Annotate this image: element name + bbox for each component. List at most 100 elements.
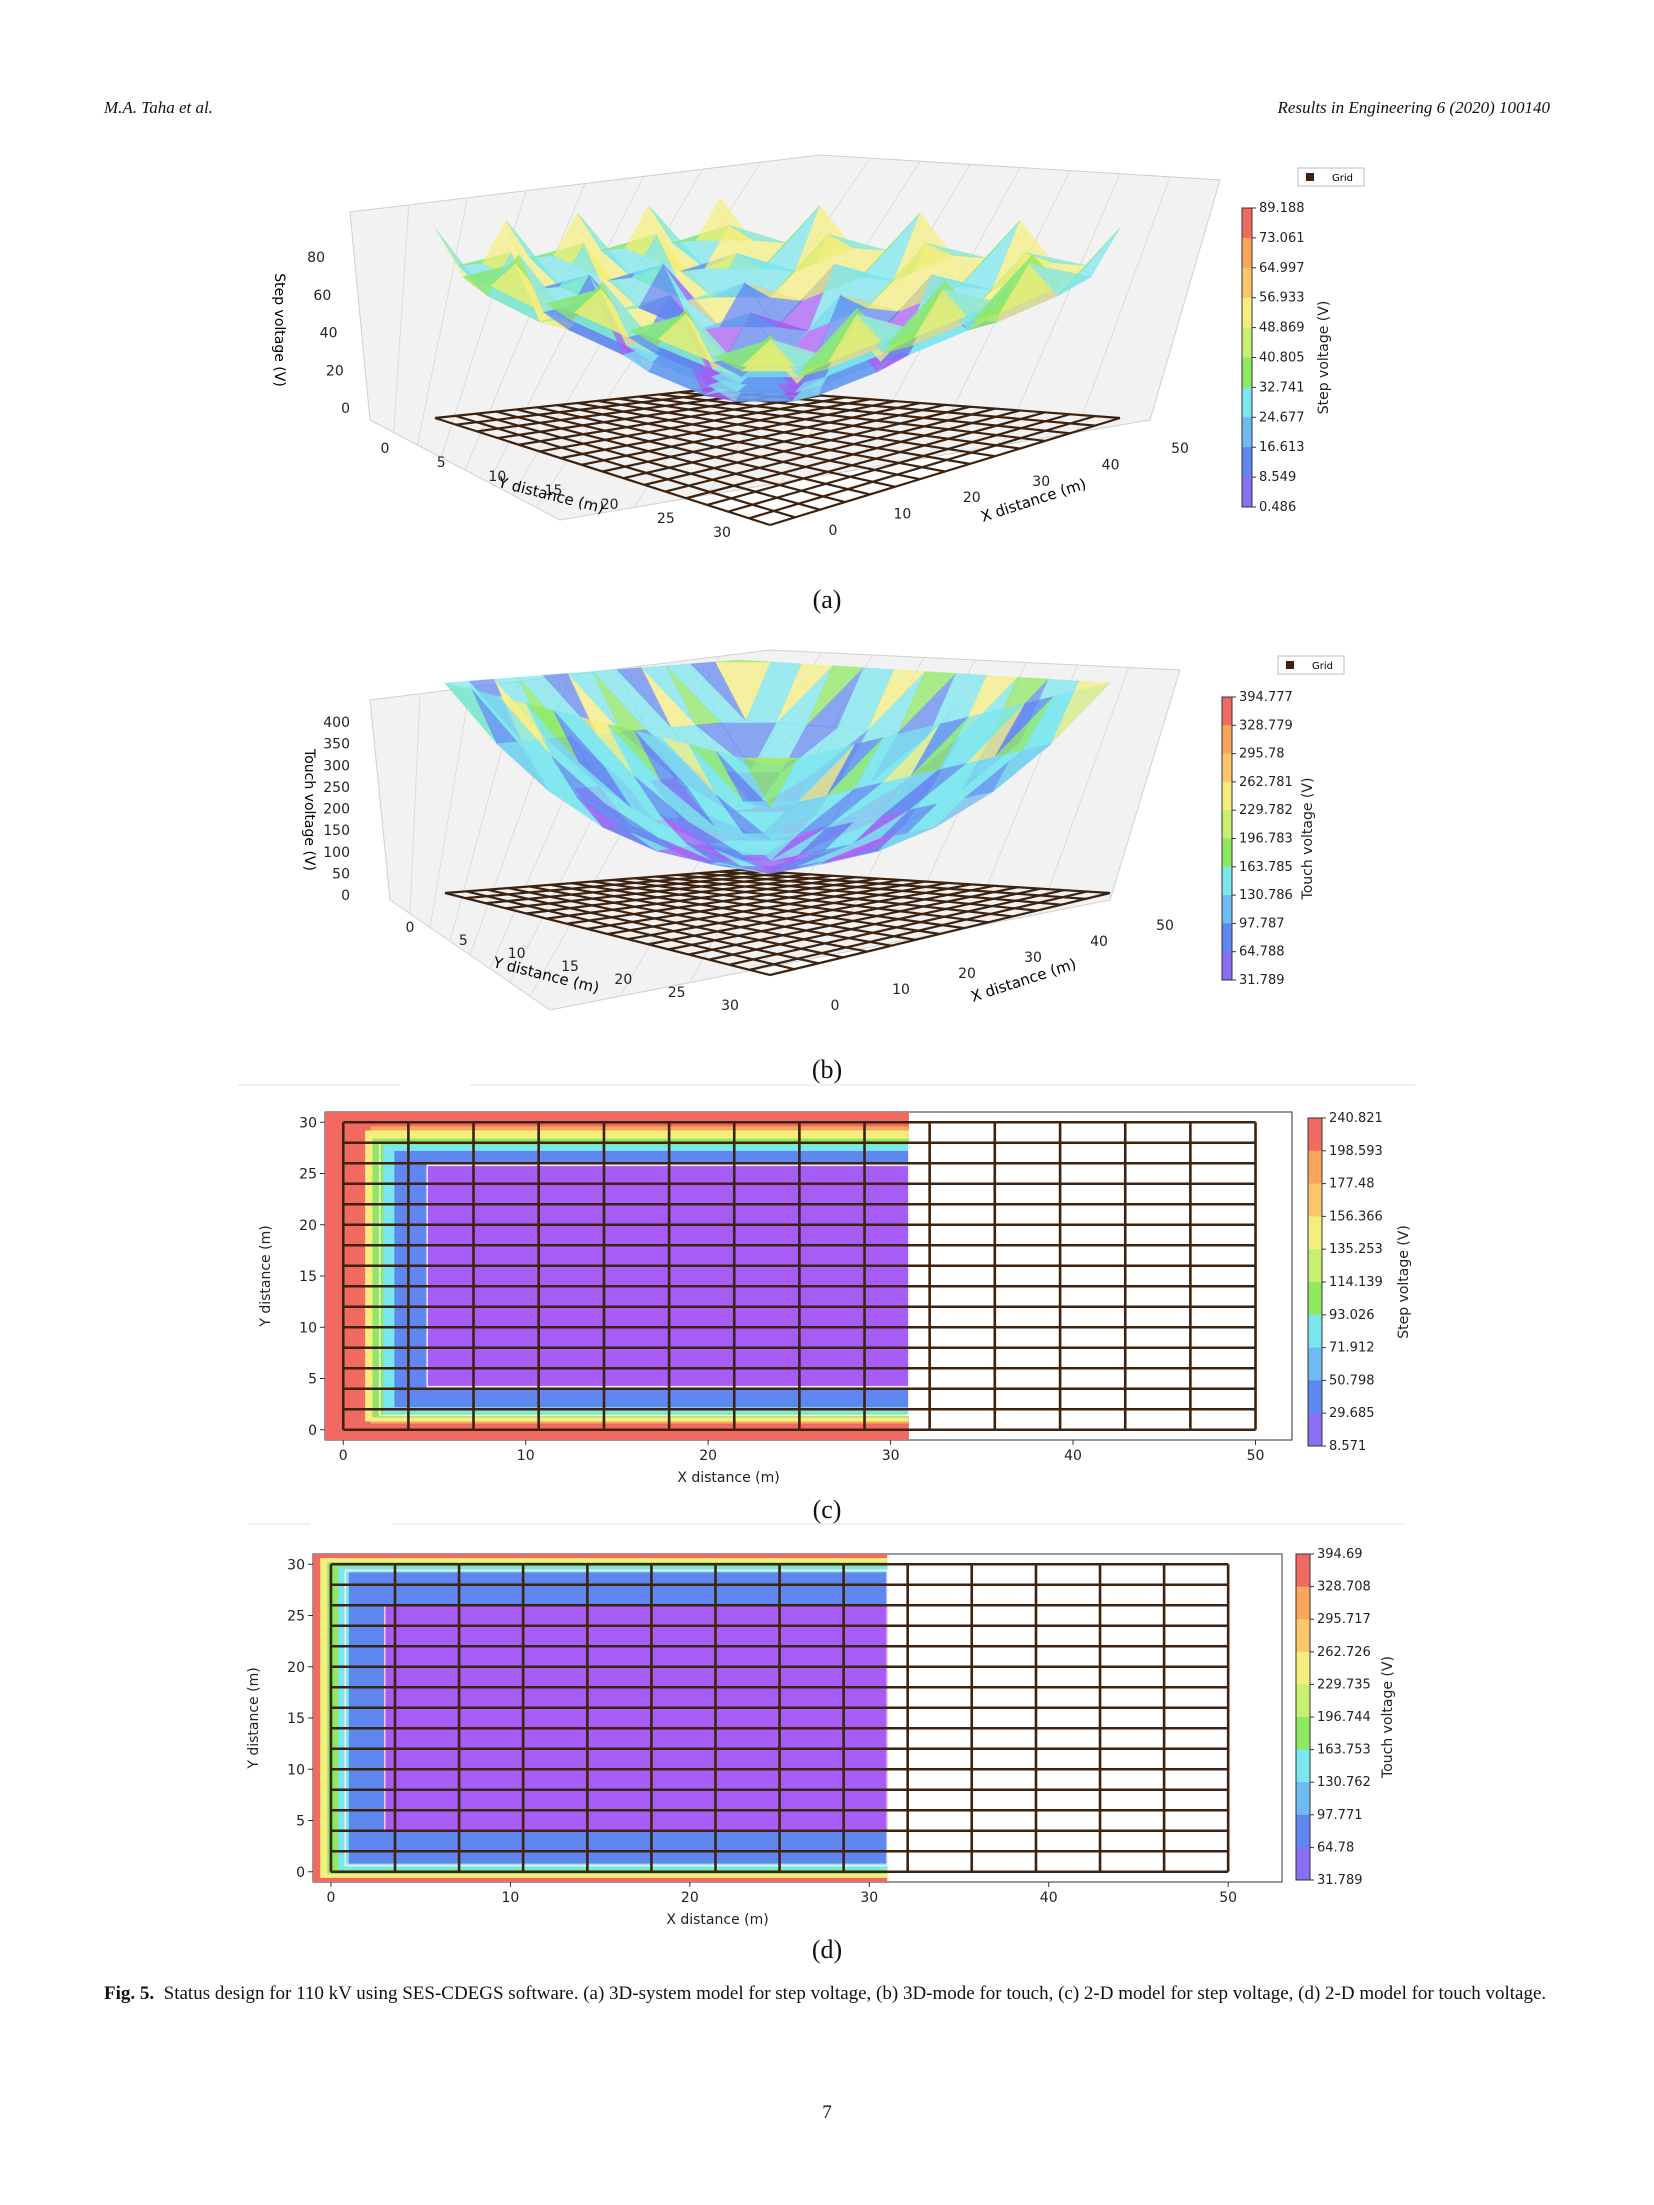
colorbar-segment [1242, 208, 1252, 239]
grid-conductor [516, 408, 871, 496]
surface-facet [852, 809, 911, 845]
grid-conductor [536, 406, 896, 488]
z-tick-label: 300 [323, 758, 350, 774]
colorbar: 394.69 328.708 295.717 262.726 229.735 196.74… [1295, 1547, 1396, 1888]
surface-facet [882, 723, 942, 783]
colorbar-tick-label: 32.741 [1259, 380, 1305, 395]
contour-bands [325, 1112, 910, 1440]
x-tick-label: 50 [1219, 1890, 1237, 1906]
surface-facet [687, 821, 744, 856]
ground-grid-2d [329, 1562, 1230, 1874]
colorbar-tick-label: 295.717 [1317, 1612, 1371, 1627]
grid-conductor [697, 872, 1062, 906]
y-tick-label: 25 [668, 985, 686, 1001]
colorbar-tick-label: 8.571 [1329, 1439, 1366, 1454]
grid-conductor [444, 891, 771, 977]
y-tick-label: 20 [601, 497, 619, 513]
colorbar-segment [1296, 1651, 1310, 1685]
y-tick-label: 10 [287, 1762, 305, 1778]
x-axis-label: X distance (m) [677, 1470, 779, 1486]
ground-grid-3d [444, 868, 1111, 977]
colorbar-segment [1296, 1586, 1310, 1620]
grid-conductor [550, 883, 892, 947]
colorbar-segment [1296, 1554, 1310, 1588]
grid-conductor [434, 416, 771, 527]
colorbar-tick-label: 8.549 [1259, 470, 1296, 485]
colorbar-tick-label: 31.789 [1317, 1873, 1363, 1888]
colorbar-tick-label: 130.786 [1239, 888, 1293, 903]
colorbar-segment [1222, 923, 1232, 953]
surface-facet [761, 205, 821, 269]
surface-facet [928, 672, 988, 735]
surface-facet [728, 224, 787, 244]
colorbar-tick-label: 89.188 [1259, 201, 1305, 216]
surface-facet [881, 768, 940, 816]
colorbar-tick-label: 24.677 [1259, 410, 1305, 425]
colorbar-segment [1308, 1249, 1322, 1283]
colorbar-tick-label: 394.777 [1239, 690, 1293, 705]
x-tick-label: 0 [831, 998, 840, 1014]
colorbar-segment [1242, 357, 1252, 388]
colorbar-segment [1222, 838, 1232, 868]
x-tick-label: 20 [958, 966, 976, 982]
surface-facet [823, 837, 881, 862]
x-tick-label: 40 [1040, 1890, 1058, 1906]
y-tick-label: 30 [299, 1115, 317, 1131]
legend-box: Grid [1297, 167, 1365, 187]
z-tick-labels: 0 50 100 150 200 250 300 350 400 [323, 715, 350, 904]
x-tick-label: 20 [699, 1448, 717, 1464]
surface-facet [806, 665, 865, 726]
colorbar: 240.821 198.593 177.48 156.366 135.253 114.13… [1307, 1111, 1412, 1454]
colorbar-tick-label: 50.798 [1329, 1373, 1375, 1388]
colorbar-tick-label: 196.783 [1239, 832, 1293, 847]
colorbar-label: Step voltage (V) [1316, 301, 1332, 415]
x-tick-label: 30 [1032, 474, 1050, 490]
x-tick-label: 0 [829, 523, 838, 539]
surface-facet [860, 212, 921, 278]
colorbar-tick-label: 0.486 [1259, 500, 1296, 515]
z-tick-label: 0 [341, 401, 350, 417]
surface-facet [880, 803, 938, 839]
colorbar-segment [1242, 267, 1252, 299]
colorbar-tick-label: 40.805 [1259, 351, 1305, 366]
z-axis-label: Step voltage (V) [271, 273, 287, 387]
surface-facet [909, 762, 968, 811]
y-tick-label: 15 [561, 959, 579, 975]
colorbar-segment [1296, 1749, 1310, 1783]
figure-a-3d-step-voltage: 0 20 40 60 80 0 5 10 15 20 25 30 0 10 20 30 40 50 Step … [271, 154, 1365, 541]
surface-facet [909, 716, 969, 777]
colorbar-label: Step voltage (V) [1396, 1225, 1412, 1339]
grid-conductor [465, 890, 795, 971]
grid-conductor [597, 399, 971, 465]
contour-band [384, 1605, 888, 1831]
z-tick-label: 150 [323, 823, 350, 839]
surface-facet [797, 821, 855, 856]
surface-facet [552, 709, 609, 771]
surface-facet [661, 737, 718, 796]
colorbar-segment [1308, 1347, 1322, 1381]
x-tick-label: 50 [1171, 441, 1189, 457]
grid-conductor [495, 410, 846, 504]
surface-facet [632, 809, 688, 845]
colorbar-segment [1242, 417, 1252, 448]
surface-facet [970, 254, 1033, 322]
z-tick-labels: 0 20 40 60 80 [307, 250, 350, 417]
y-tick-label: 30 [721, 998, 739, 1014]
legend-label: Grid [1332, 173, 1353, 184]
x-tick-label: 0 [339, 1448, 348, 1464]
colorbar-tick-label: 64.788 [1239, 945, 1285, 960]
colorbar-segment [1296, 1814, 1310, 1848]
surface-facet [1057, 227, 1121, 296]
subfigure-label-c: (c) [812, 1495, 842, 1524]
x-axis-label: X distance (m) [666, 1912, 768, 1928]
surface-facet [605, 723, 662, 783]
running-header-authors: M.A. Taha et al. [104, 98, 213, 117]
surface-facet [640, 665, 697, 726]
colorbar-tick-label: 196.744 [1317, 1710, 1371, 1725]
colorbar-segment [1222, 725, 1232, 755]
y-tick-label: 10 [299, 1320, 317, 1336]
subfigure-label-d: (d) [811, 1935, 843, 1964]
colorbar-segment [1242, 237, 1252, 269]
page-number: 7 [822, 2102, 832, 2123]
surface-facet [470, 688, 525, 751]
